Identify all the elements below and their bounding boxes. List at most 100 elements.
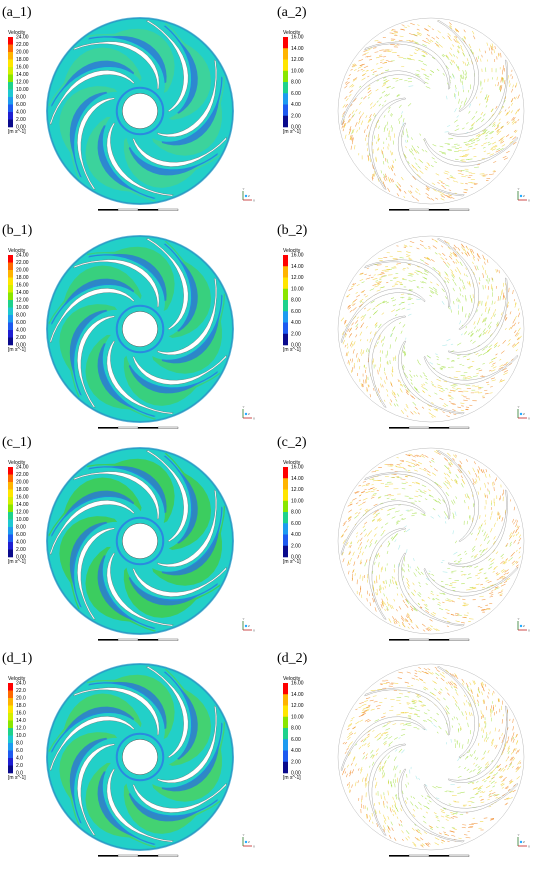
- legend-tick-label: 2.00: [16, 117, 26, 123]
- legend-tick-label: 6.00: [291, 309, 301, 315]
- legend-swatch: [283, 70, 288, 83]
- legend-swatch: [283, 739, 288, 751]
- outer-ring: [46, 235, 234, 423]
- legend-tick-label: 16.0: [16, 711, 26, 717]
- impeller-blade: [397, 122, 465, 197]
- legend-swatch: [283, 694, 288, 706]
- legend-unit: [m s^-1]: [283, 347, 301, 353]
- axis-y-label: Y: [243, 617, 245, 621]
- impeller-blade: [423, 136, 518, 167]
- scale-bar: [98, 426, 179, 429]
- axis-z-label: Z: [523, 412, 525, 416]
- legend-tick-label: 16.00: [16, 65, 29, 71]
- legend-swatch: [8, 705, 13, 714]
- low-velocity-region: [51, 490, 135, 537]
- legend-title: Velocity: [8, 30, 26, 36]
- legend-title: Velocity: [8, 460, 26, 466]
- legend-swatch: [8, 119, 13, 128]
- legend-tick-label: 8.00: [291, 298, 301, 304]
- panel-label: (a_2): [277, 5, 307, 20]
- legend-tick-label: 4.00: [16, 540, 26, 546]
- legend-tick-label: 4.00: [16, 328, 26, 334]
- hub-hole: [412, 522, 450, 560]
- axis-x-label: X: [253, 417, 255, 421]
- axis-triad: Y XZ: [518, 187, 531, 203]
- legend-swatch: [283, 288, 288, 301]
- impeller-blade: [397, 768, 465, 843]
- legend-swatch: [283, 534, 288, 547]
- legend-tick-label: 6.00: [291, 91, 301, 97]
- hub-hole: [412, 310, 450, 348]
- legend-tick-label: 0.00: [16, 555, 26, 561]
- velocity-region: [59, 732, 118, 826]
- legend-tick-label: 0.00: [291, 771, 301, 777]
- impeller-blade: [132, 782, 227, 813]
- impeller-blade: [436, 666, 479, 758]
- legend-swatch: [283, 489, 288, 502]
- low-velocity-region: [97, 555, 156, 629]
- panel-label: (d_1): [2, 651, 33, 666]
- legend-tick-label: 24.0: [16, 681, 26, 687]
- legend-swatch: [8, 497, 13, 505]
- legend-tick-label: 12.00: [291, 57, 304, 63]
- legend-swatch: [283, 311, 288, 323]
- legend-swatch: [8, 44, 13, 53]
- impeller-blade: [436, 238, 479, 330]
- legend-swatch: [8, 765, 13, 774]
- impeller-blade: [145, 238, 189, 330]
- low-velocity-region: [97, 125, 156, 199]
- scale-bar: [98, 854, 179, 857]
- legend-tick-label: 2.00: [16, 335, 26, 341]
- panel-label: (c_1): [2, 435, 32, 450]
- legend-tick-label: 18.0: [16, 703, 26, 709]
- legend-swatch: [8, 728, 13, 736]
- legend-swatch: [283, 512, 288, 524]
- axis-x-label: X: [253, 629, 255, 633]
- low-velocity-region: [163, 671, 198, 760]
- legend-swatch: [283, 478, 288, 490]
- legend-unit: [m s^-1]: [8, 347, 26, 353]
- legend-swatch: [8, 330, 13, 338]
- legend-tick-label: 20.00: [16, 268, 29, 274]
- legend-swatch: [8, 262, 13, 271]
- legend-tick-label: 10.00: [16, 517, 29, 523]
- legend-tick-label: 24.00: [16, 35, 29, 41]
- impeller-blade: [73, 259, 160, 308]
- legend-swatch: [8, 467, 13, 475]
- hub-hole: [412, 92, 450, 130]
- legend-swatch: [283, 37, 288, 49]
- legend-tick-label: 10.00: [291, 498, 304, 504]
- axis-x-label: X: [528, 629, 530, 633]
- axis-y-label: Y: [243, 187, 245, 191]
- velocity-region: [123, 137, 221, 188]
- impeller-blade: [106, 768, 174, 843]
- impeller-blade: [77, 97, 116, 190]
- impeller-blade: [448, 489, 508, 567]
- axis-triad: Y XZ: [243, 187, 256, 203]
- hub-hole: [122, 739, 158, 775]
- velocity-region: [48, 47, 142, 107]
- low-velocity-region: [88, 465, 167, 514]
- legend-unit: [m s^-1]: [283, 775, 301, 781]
- legend-unit: [m s^-1]: [8, 775, 26, 781]
- scale-bar: [389, 854, 470, 857]
- legend-tick-label: 24.00: [16, 253, 29, 259]
- low-velocity-region: [51, 278, 135, 325]
- legend-tick-label: 12.00: [291, 703, 304, 709]
- low-velocity-region: [97, 343, 156, 417]
- velocity-region: [59, 516, 118, 610]
- impeller-blade: [49, 500, 135, 556]
- legend-tick-label: 12.00: [291, 487, 304, 493]
- velocity-region: [164, 23, 212, 120]
- legend-swatch: [8, 534, 13, 543]
- legend-swatch: [8, 82, 13, 90]
- impeller-blade: [423, 354, 518, 385]
- legend-tick-label: 22.0: [16, 688, 26, 694]
- impeller-blade: [436, 20, 479, 112]
- legend-swatch: [8, 683, 13, 691]
